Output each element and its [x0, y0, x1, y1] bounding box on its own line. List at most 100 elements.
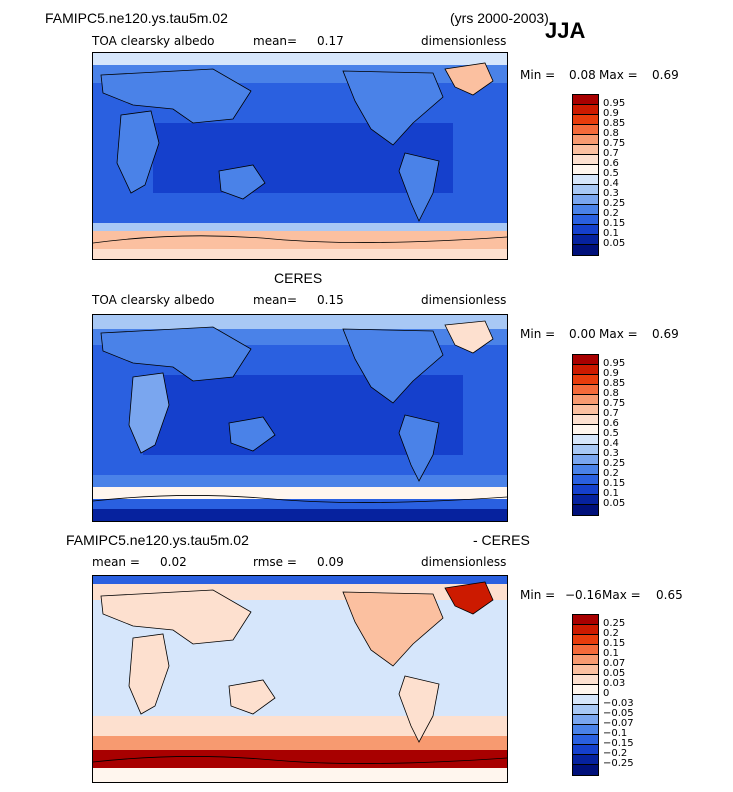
season-label: JJA	[545, 18, 586, 43]
panel1-colorbar-tick-label: 0.4	[603, 178, 619, 189]
panel1-colorbar-swatch	[573, 175, 598, 185]
panel1-colorbar-tick-label: 0.8	[603, 128, 619, 139]
panel1-colorbar-swatch	[573, 235, 598, 245]
panel1-colorbar-swatch	[573, 95, 598, 105]
panel3-min-value: −0.16	[565, 588, 602, 602]
panel2-colorbar-tick-label: 0.3	[603, 448, 619, 459]
panel2-colorbar-swatch	[573, 405, 598, 415]
panel3-colorbar-tick-label: −0.1	[603, 728, 628, 739]
panel2-colorbar-swatch	[573, 485, 598, 495]
panel1-colorbar-swatch	[573, 165, 598, 175]
panel2-colorbar-swatch	[573, 475, 598, 485]
panel2-max-label: Max =	[599, 327, 638, 341]
panel2-colorbar-tick-label: 0.9	[603, 368, 619, 379]
panel3-mean-value: 0.02	[160, 555, 187, 569]
panel2-colorbar-swatch	[573, 355, 598, 365]
panel1-colorbar-tick-label: 0.25	[603, 198, 626, 209]
panel2-colorbar-swatch	[573, 395, 598, 405]
panel2-colorbar-swatch	[573, 455, 598, 465]
panel1-colorbar-tick-label: 0.95	[603, 98, 626, 109]
panel3-title-left: FAMIPC5.ne120.ys.tau5m.02	[66, 532, 249, 548]
panel3-max-label: Max =	[602, 588, 641, 602]
panel1-colorbar-swatch	[573, 225, 598, 235]
panel1-colorbar-swatch	[573, 205, 598, 215]
panel1-colorbar-swatch	[573, 105, 598, 115]
panel3-title-right: - CERES	[473, 532, 530, 548]
panel1-colorbar-tick-label: 0.15	[603, 218, 626, 229]
panel1-units: dimensionless	[421, 34, 507, 48]
panel3-colorbar-swatch	[573, 705, 598, 715]
panel2-colorbar-swatch	[573, 425, 598, 435]
panel3-colorbar-tick-label: 0.15	[603, 638, 626, 649]
panel3-colorbar-swatch	[573, 745, 598, 755]
panel3-colorbar-tick-label: 0.1	[603, 648, 619, 659]
panel1-colorbar-tick-label: 0.75	[603, 138, 626, 149]
panel1-colorbar	[572, 94, 599, 256]
panel1-colorbar-tick-label: 0.85	[603, 118, 626, 129]
panel3-colorbar-swatch	[573, 715, 598, 725]
panel3-colorbar-tick-label: 0.2	[603, 628, 619, 639]
panel3-colorbar-tick-label: −0.07	[603, 718, 634, 729]
panel2-colorbar-tick-label: 0.7	[603, 408, 619, 419]
panel1-colorbar-tick-label: 0.7	[603, 148, 619, 159]
panel3-colorbar-tick-label: 0.05	[603, 668, 626, 679]
panel2-colorbar-tick-label: 0.6	[603, 418, 619, 429]
panel1-colorbar-tick-label: 0.2	[603, 208, 619, 219]
panel3-colorbar-tick-label: 0.03	[603, 678, 626, 689]
panel1-variable: TOA clearsky albedo	[92, 34, 215, 48]
panel2-colorbar-tick-label: 0.4	[603, 438, 619, 449]
panel3-max-value: 0.65	[656, 588, 683, 602]
panel1-colorbar-swatch	[573, 185, 598, 195]
panel3-colorbar	[572, 614, 599, 776]
panel2-min-value: 0.00	[569, 327, 596, 341]
panel3-colorbar-swatch	[573, 635, 598, 645]
panel1-mean-value: 0.17	[317, 34, 344, 48]
panel1-colorbar-swatch	[573, 115, 598, 125]
panel2-colorbar-swatch	[573, 505, 598, 515]
panel2-units: dimensionless	[421, 293, 507, 307]
panel2-mean-label: mean=	[253, 293, 298, 307]
panel1-colorbar-tick-label: 0.05	[603, 238, 626, 249]
panel3-rmse-value: 0.09	[317, 555, 344, 569]
panel2-mean-value: 0.15	[317, 293, 344, 307]
panel3-min-label: Min =	[520, 588, 556, 602]
years-label: (yrs 2000-2003)	[450, 10, 549, 26]
panel1-colorbar-tick-label: 0.5	[603, 168, 619, 179]
panel2-colorbar-swatch	[573, 435, 598, 445]
panel3-units: dimensionless	[421, 555, 507, 569]
panel3-colorbar-swatch	[573, 645, 598, 655]
panel1-max-label: Max =	[599, 68, 638, 82]
panel2-colorbar-swatch	[573, 365, 598, 375]
panel3-colorbar-swatch	[573, 675, 598, 685]
panel3-colorbar-tick-label: −0.15	[603, 738, 634, 749]
panel1-min-value: 0.08	[569, 68, 596, 82]
panel3-colorbar-swatch	[573, 765, 598, 775]
panel3-colorbar-swatch	[573, 625, 598, 635]
panel1-mean-label: mean=	[253, 34, 298, 48]
panel3-colorbar-swatch	[573, 735, 598, 745]
panel3-colorbar-swatch	[573, 665, 598, 675]
panel1-map	[92, 52, 508, 260]
panel3-colorbar-tick-label: 0.07	[603, 658, 626, 669]
panel2-colorbar-tick-label: 0.05	[603, 498, 626, 509]
panel1-colorbar-swatch	[573, 245, 598, 255]
panel3-map	[92, 575, 508, 783]
panel1-max-value: 0.69	[652, 68, 679, 82]
panel1-colorbar-tick-label: 0.1	[603, 228, 619, 239]
panel2-colorbar-tick-label: 0.5	[603, 428, 619, 439]
panel2-min-label: Min =	[520, 327, 556, 341]
panel1-colorbar-swatch	[573, 195, 598, 205]
panel2-colorbar-swatch	[573, 375, 598, 385]
panel2-colorbar-swatch	[573, 385, 598, 395]
panel3-colorbar-tick-label: 0	[603, 688, 610, 699]
panel2-colorbar-tick-label: 0.95	[603, 358, 626, 369]
panel2-max-value: 0.69	[652, 327, 679, 341]
panel2-colorbar-swatch	[573, 445, 598, 455]
panel3-colorbar-tick-label: −0.25	[603, 758, 634, 769]
panel1-colorbar-swatch	[573, 145, 598, 155]
panel2-colorbar-swatch	[573, 415, 598, 425]
panel3-colorbar-swatch	[573, 695, 598, 705]
panel2-colorbar-swatch	[573, 465, 598, 475]
panel2-colorbar-swatch	[573, 495, 598, 505]
panel1-colorbar-swatch	[573, 135, 598, 145]
